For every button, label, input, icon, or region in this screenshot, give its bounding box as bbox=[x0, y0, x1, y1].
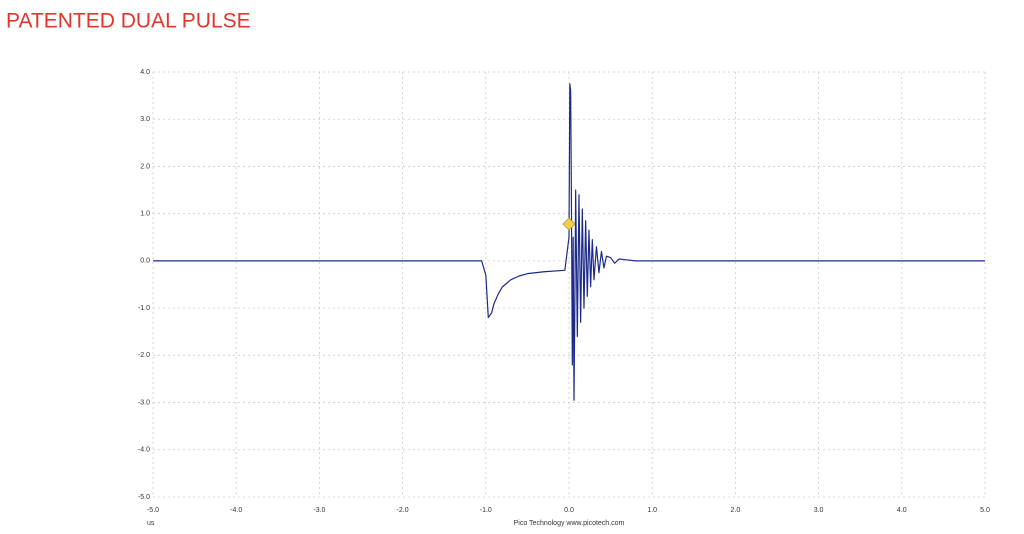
x-tick-label: -4.0 bbox=[230, 507, 242, 514]
y-tick-label: -4.0 bbox=[138, 447, 150, 454]
y-tick-label: 2.0 bbox=[140, 163, 150, 170]
x-unit: us bbox=[147, 520, 155, 527]
y-tick-label: 3.0 bbox=[140, 116, 150, 123]
y-tick-label: -5.0 bbox=[138, 494, 150, 501]
trigger-marker bbox=[562, 217, 576, 231]
y-tick-label: -1.0 bbox=[138, 305, 150, 312]
x-tick-label: -2.0 bbox=[397, 507, 409, 514]
y-tick-label: -2.0 bbox=[138, 352, 150, 359]
x-tick-label: 1.0 bbox=[647, 507, 657, 514]
x-tick-label: 2.0 bbox=[731, 507, 741, 514]
y-tick-label: 0.0 bbox=[140, 258, 150, 265]
y-tick-label: 4.0 bbox=[140, 69, 150, 76]
y-tick-label: -3.0 bbox=[138, 399, 150, 406]
chart-title: PATENTED DUAL PULSE bbox=[6, 10, 251, 33]
x-tick-label: -1.0 bbox=[480, 507, 492, 514]
x-tick-label: 5.0 bbox=[980, 507, 990, 514]
waveform bbox=[153, 83, 985, 401]
x-tick-label: -3.0 bbox=[313, 507, 325, 514]
x-tick-label: 0.0 bbox=[564, 507, 574, 514]
x-tick-label: -5.0 bbox=[147, 507, 159, 514]
y-tick-label: 1.0 bbox=[140, 211, 150, 218]
footer: Pico Technology www.picotech.com bbox=[514, 520, 625, 527]
x-tick-label: 4.0 bbox=[897, 507, 907, 514]
x-tick-label: 3.0 bbox=[814, 507, 824, 514]
plot-area: 4.0 3.0 2.0 1.0 0.0 -1.0 -2.0 -3.0 -4.0 -5.0 -5.0 -… bbox=[138, 69, 990, 514]
